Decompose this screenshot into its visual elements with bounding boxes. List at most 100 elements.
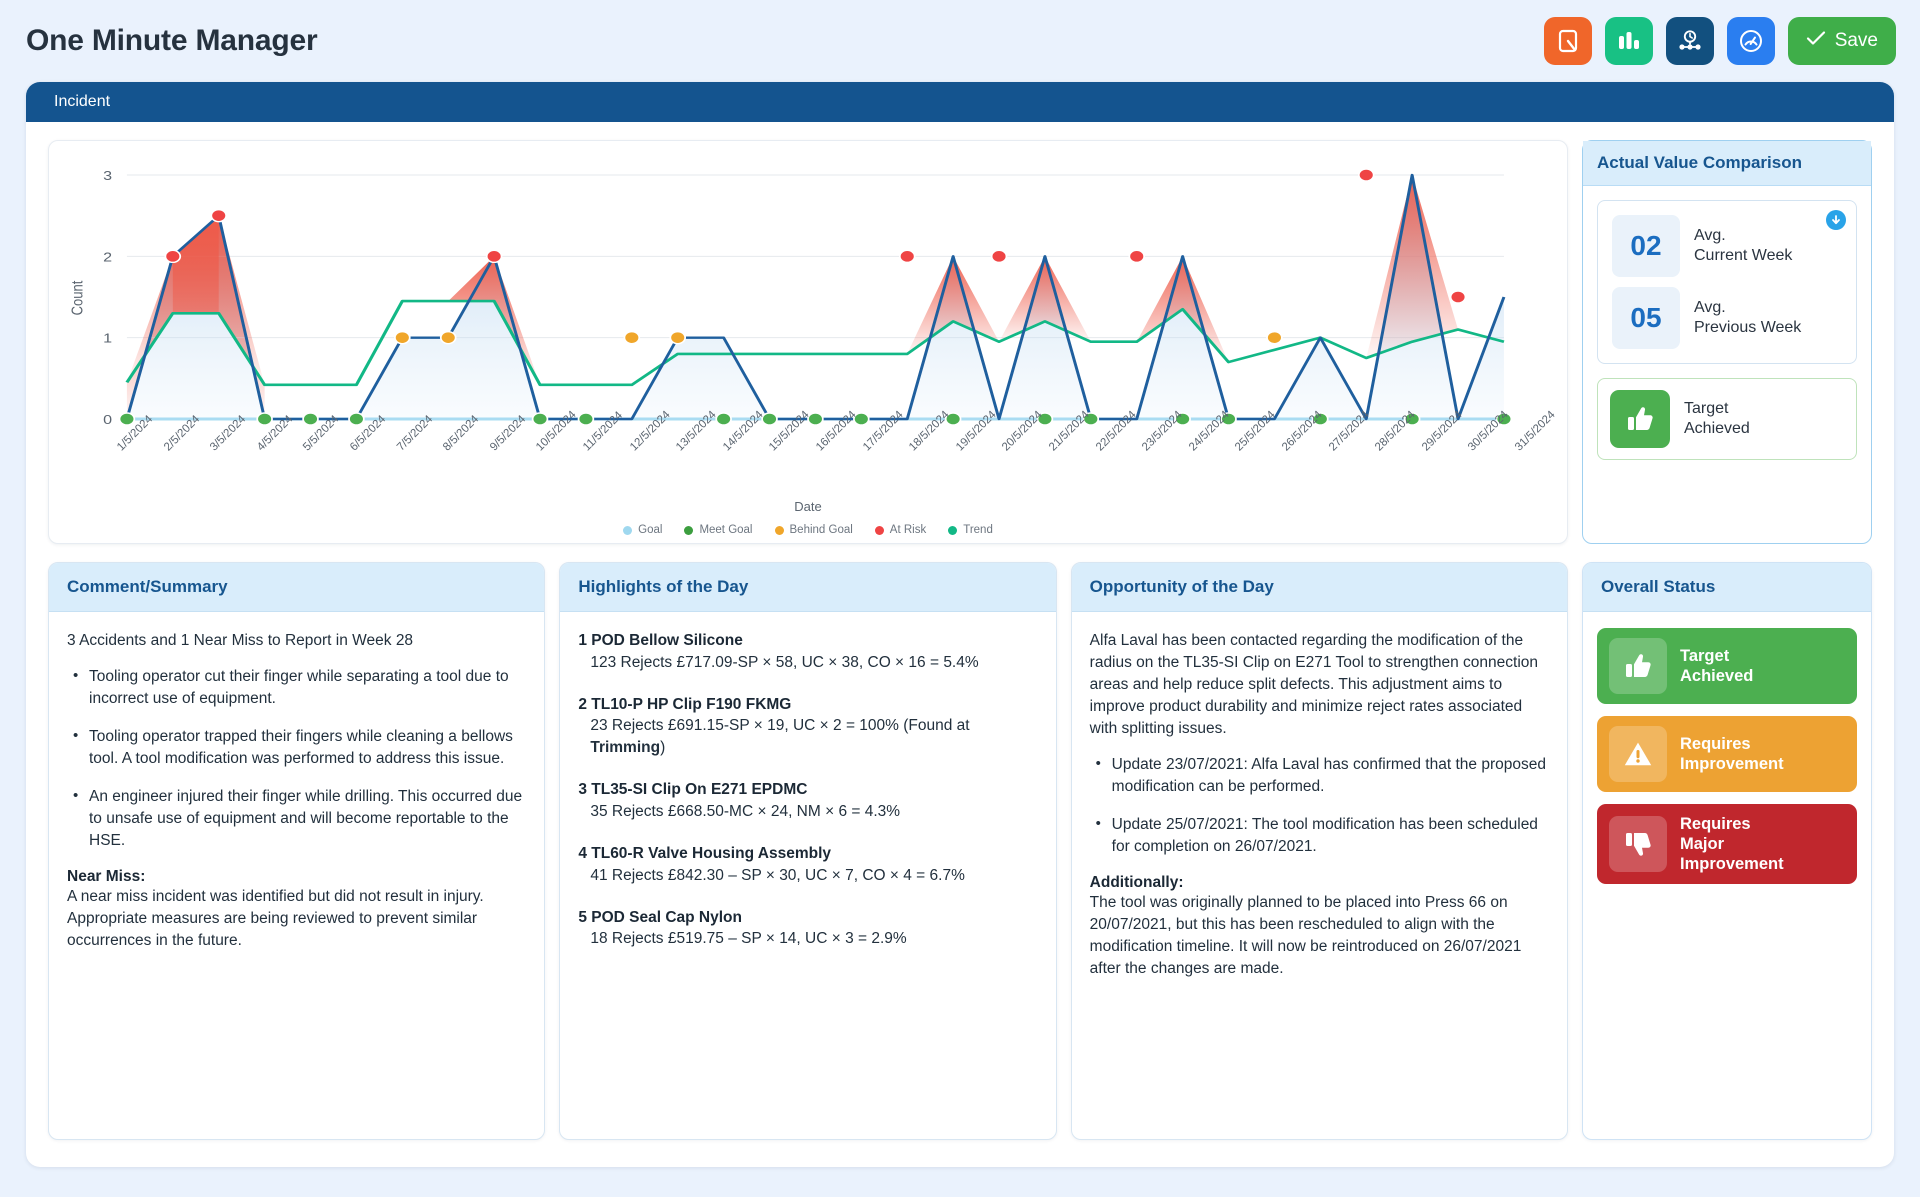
highlight-title: 5 POD Seal Cap Nylon <box>578 908 742 926</box>
warning-triangle-icon <box>1608 726 1667 782</box>
top-bar: One Minute Manager <box>0 0 1920 82</box>
tab-strip: Incident <box>26 82 1894 122</box>
comparison-body: 02 Avg. Current Week 05 Avg. P <box>1583 186 1871 474</box>
incident-chart-card: 0 1 2 3 Count 1/5/2024 2/5/2024 3/5/2024 4/5/20… <box>48 140 1568 544</box>
status-badge-target-achieved[interactable]: Target Achieved <box>1596 628 1857 704</box>
highlight-detail: 23 Rejects £691.15-SP × 19, UC × 2 = 100… <box>578 715 1037 759</box>
legend-item[interactable]: At Risk <box>874 524 927 536</box>
status-badge-requires-major-improvement[interactable]: Requires Major Improvement <box>1596 804 1857 885</box>
list-item: Update 25/07/2021: The tool modification… <box>1090 813 1549 858</box>
highlights-body: 1 POD Bellow Silicone 123 Rejects £717.0… <box>560 612 1055 1139</box>
list-item: Tooling operator cut their finger while … <box>67 665 526 710</box>
status-badge-label: Requires Major Improvement <box>1680 814 1784 874</box>
list-item: 1 POD Bellow Silicone 123 Rejects £717.0… <box>578 630 1037 674</box>
metrics-box: 02 Avg. Current Week 05 Avg. P <box>1597 200 1857 364</box>
comparison-status-box: Target Achieved <box>1597 378 1857 460</box>
comment-summary-body: 3 Accidents and 1 Near Miss to Report in… <box>49 612 544 1139</box>
overall-status-list: Target Achieved <box>1583 612 1871 900</box>
comparison-status-line1: Target <box>1684 400 1729 417</box>
check-icon <box>1806 30 1826 52</box>
save-button-label: Save <box>1834 30 1878 51</box>
legend-dot-icon <box>623 525 633 535</box>
legend-item[interactable]: Trend <box>948 524 993 536</box>
list-item: 4 TL60-R Valve Housing Assembly 41 Rejec… <box>578 843 1037 887</box>
incident-chart: 0 1 2 3 Count <box>65 153 1551 443</box>
additionally-title: Additionally: <box>1089 874 1184 891</box>
legend-label: Meet Goal <box>699 524 753 536</box>
gauge-button[interactable] <box>1726 17 1775 65</box>
highlight-detail: 41 Rejects £842.30 – SP × 30, UC × 7, CO… <box>590 866 965 884</box>
highlight-detail-post: ) <box>660 739 666 757</box>
legend-dot-icon <box>774 525 784 535</box>
highlight-title: 1 POD Bellow Silicone <box>578 632 743 649</box>
content-shell: Incident 0 1 2 3 Count 1/5/2024 2/5/2024 3/5/2… <box>26 82 1894 1167</box>
chart-x-axis-title: Date <box>794 499 822 514</box>
comment-summary-title: Comment/Summary <box>49 563 545 612</box>
metric-previous-week-label: Avg. Previous Week <box>1694 298 1801 338</box>
legend-dot-icon <box>874 525 884 535</box>
svg-text:2: 2 <box>103 251 112 265</box>
highlight-title: 2 TL10-P HP Clip F190 FKMG <box>578 695 792 713</box>
process-node-icon <box>1677 29 1703 53</box>
top-row: 0 1 2 3 Count 1/5/2024 2/5/2024 3/5/2024 4/5/20… <box>48 140 1872 544</box>
legend-label: Goal <box>638 524 663 536</box>
status-badge-requires-improvement[interactable]: Requires Improvement <box>1596 716 1857 792</box>
bottom-row: Comment/Summary 3 Accidents and 1 Near M… <box>48 562 1872 1140</box>
process-node-button[interactable] <box>1665 17 1714 65</box>
legend-item[interactable]: Meet Goal <box>684 524 753 536</box>
status-line3: Improvement <box>1679 855 1784 874</box>
quality-q-button[interactable] <box>1543 17 1592 65</box>
chart-svg: 0 1 2 3 Count <box>69 168 1513 428</box>
highlights-card: Highlights of the Day 1 POD Bellow Silic… <box>559 562 1057 1140</box>
overall-status-title: Overall Status <box>1582 563 1871 612</box>
legend-dot-icon <box>684 525 694 535</box>
chart-legend: Goal Meet Goal Behind Goal At Risk Trend <box>65 524 1551 536</box>
status-line2: Achieved <box>1679 667 1754 685</box>
list-item: 2 TL10-P HP Clip F190 FKMG 23 Rejects £6… <box>578 694 1037 760</box>
tab-incident[interactable]: Incident <box>54 93 111 110</box>
gauge-icon <box>1738 28 1764 54</box>
page-title: One Minute Manager <box>26 24 318 57</box>
highlight-detail: 18 Rejects £519.75 – SP × 14, UC × 3 = 2… <box>590 930 907 948</box>
metric-previous-week: 05 Avg. Previous Week <box>1612 287 1842 349</box>
save-button[interactable]: Save <box>1787 17 1896 65</box>
legend-item[interactable]: Goal <box>623 524 662 536</box>
status-line1: Requires <box>1679 815 1751 833</box>
svg-text:0: 0 <box>103 413 112 427</box>
highlight-detail: 123 Rejects £717.09-SP × 58, UC × 38, CO… <box>590 653 979 671</box>
status-line1: Target <box>1679 646 1730 665</box>
legend-label: At Risk <box>889 524 927 536</box>
metric-current-week: 02 Avg. Current Week <box>1612 215 1842 277</box>
chart-x-axis: 1/5/2024 2/5/2024 3/5/2024 4/5/2024 5/5/2024… <box>115 409 1558 497</box>
thumbs-down-icon <box>1608 816 1667 873</box>
near-miss-body: A near miss incident was identified but … <box>67 888 484 949</box>
comparison-status-label: Target Achieved <box>1684 399 1750 439</box>
list-item: 3 TL35-SI Clip On E271 EPDMC 35 Rejects … <box>578 779 1037 823</box>
comment-bullet-list: Tooling operator cut their finger while … <box>67 665 526 852</box>
metric-previous-week-label-line2: Previous Week <box>1694 319 1802 336</box>
metric-previous-week-label-line1: Avg. <box>1694 299 1726 316</box>
status-badge-label: Requires Improvement <box>1680 734 1784 774</box>
toolbar: Save <box>1543 17 1896 65</box>
legend-label: Behind Goal <box>789 524 853 536</box>
opportunity-body: Alfa Laval has been contacted regarding … <box>1072 612 1567 1139</box>
bar-chart-button[interactable] <box>1604 17 1653 65</box>
quality-q-icon <box>1557 29 1579 53</box>
list-item: Tooling operator trapped their fingers w… <box>67 725 526 770</box>
metric-previous-week-value: 05 <box>1612 287 1680 349</box>
highlight-detail-pre: 23 Rejects £691.15-SP × 19, UC × 2 = 100… <box>590 717 970 735</box>
additionally-body: The tool was originally planned to be pl… <box>1089 894 1522 977</box>
metric-current-week-label-line1: Avg. <box>1694 227 1726 244</box>
metric-current-week-value: 02 <box>1612 215 1680 277</box>
comment-summary-card: Comment/Summary 3 Accidents and 1 Near M… <box>48 562 546 1140</box>
highlight-detail-bold: Trimming <box>590 739 661 757</box>
dashboard-body: 0 1 2 3 Count 1/5/2024 2/5/2024 3/5/2024 4/5/20… <box>26 122 1894 1156</box>
highlights-title: Highlights of the Day <box>560 563 1056 612</box>
bar-chart-icon <box>1617 30 1641 52</box>
list-item: An engineer injured their finger while d… <box>67 785 526 852</box>
opportunity-title: Opportunity of the Day <box>1071 563 1567 612</box>
status-line1: Requires <box>1679 734 1751 753</box>
legend-item[interactable]: Behind Goal <box>774 524 853 536</box>
status-badge-label: Target Achieved <box>1680 646 1753 686</box>
